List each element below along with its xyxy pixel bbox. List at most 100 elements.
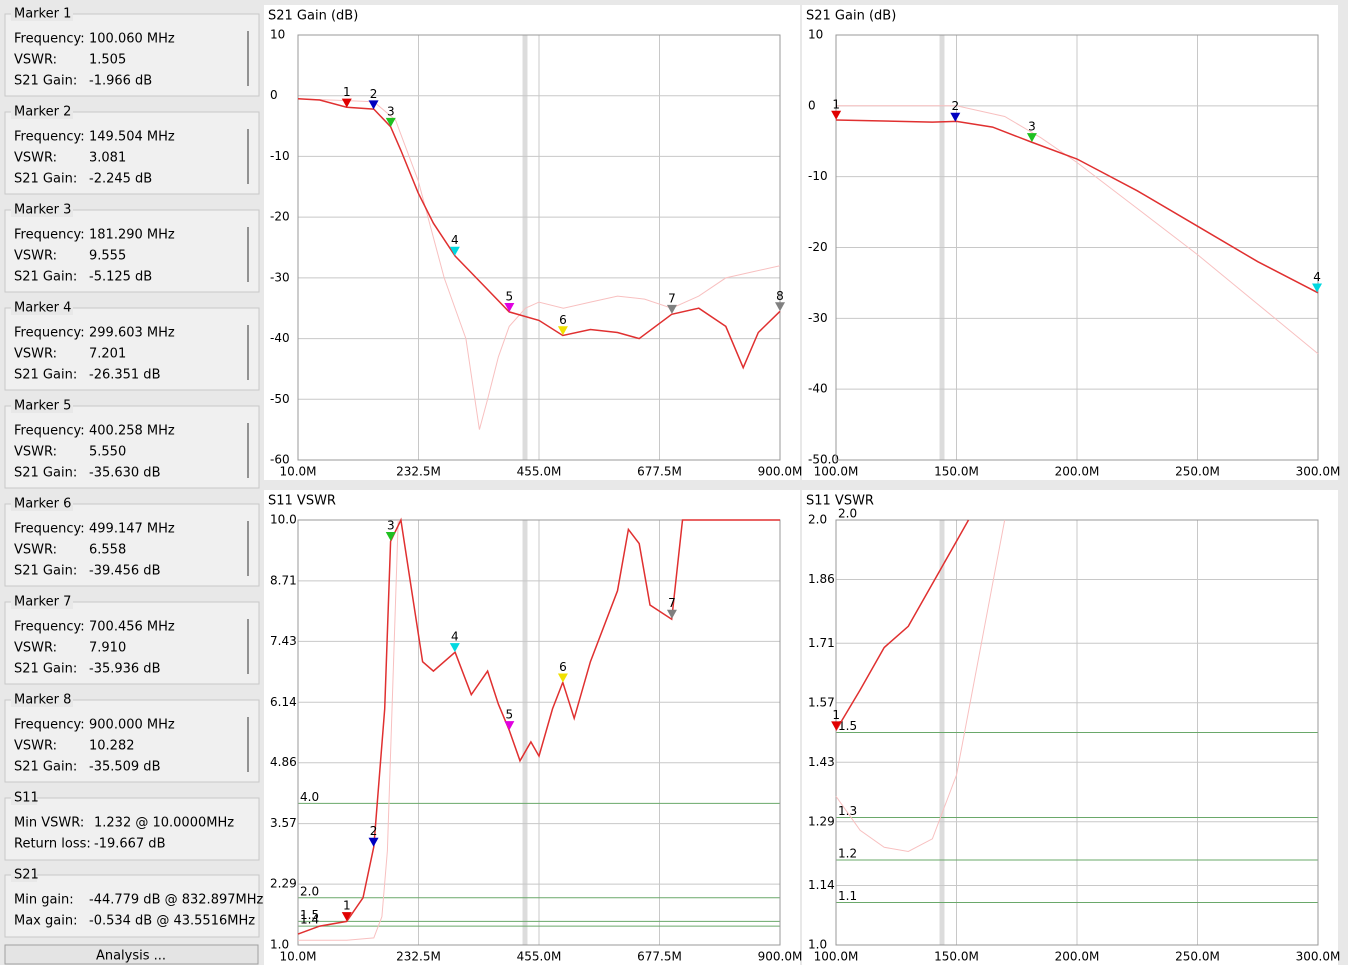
title-bg [11,497,73,511]
field-value: -35.509 dB [89,760,160,775]
x-tick-label: 455.0M [517,950,562,964]
marker-label: 1 [343,85,351,99]
y-tick-label: 2.29 [270,877,297,891]
marker-label: 2 [370,824,378,838]
chart-title: S11 VSWR [268,494,336,509]
marker-title: Marker 3 [14,203,71,218]
marker [385,117,396,127]
chart-title: S21 Gain (dB) [268,9,358,24]
marker-label: 7 [668,291,676,305]
field-value: -1.966 dB [89,74,152,89]
plot-frame [835,34,1319,461]
reference-label: 1.5 [838,719,857,733]
x-tick-label: 900.0M [758,950,803,964]
summary-s11 [4,797,260,861]
field-value: -2.245 dB [89,172,152,187]
field-value: 7.201 [89,347,126,362]
marker [368,837,379,847]
chart-title: S11 VSWR [806,494,874,509]
x-tick-label: 232.5M [396,465,441,479]
marker-label: 7 [668,596,676,610]
summary-value: -19.667 dB [94,837,165,852]
marker-title: Marker 2 [14,105,71,120]
plot-frame [835,519,1319,946]
field-value: 400.258 MHz [89,424,175,439]
marker-label: 3 [387,104,395,118]
marker [504,721,515,731]
marker [341,98,352,108]
trace [298,519,399,941]
marker-box [4,111,260,195]
field-label: VSWR: [14,543,57,558]
reference-label: 1.1 [838,889,857,903]
x-tick-label: 200.0M [1055,465,1100,479]
y-tick-label: 10 [808,28,823,42]
field-value: -26.351 dB [89,368,160,383]
field-value: 7.910 [89,641,126,656]
field-value: -35.630 dB [89,466,160,481]
field-value: 6.558 [89,543,126,558]
summary-label: Return loss: [14,837,91,852]
summary-value: -0.534 dB @ 43.5516MHz [89,914,255,929]
marker [666,304,677,314]
field-label: S21 Gain: [14,564,77,579]
analysis-button-label[interactable]: Analysis ... [96,949,166,964]
field-value: 900.000 MHz [89,718,175,733]
field-value: 5.550 [89,445,126,460]
summary-label: Min gain: [14,893,74,908]
title-bg [11,301,73,315]
reference-label: 1.4 [300,913,319,927]
marker [557,326,568,336]
chart-panel [264,5,800,480]
x-tick-label: 100.0M [814,465,859,479]
field-label: VSWR: [14,641,57,656]
field-label: Frequency: [14,228,85,243]
trace [835,519,970,731]
marker-box [4,209,260,293]
field-label: VSWR: [14,347,57,362]
field-value: -5.125 dB [89,270,152,285]
marker-title: Marker 6 [14,497,71,512]
field-label: S21 Gain: [14,270,77,285]
x-tick-label: 300.0M [1296,465,1341,479]
x-tick-label: 677.5M [637,950,682,964]
field-value: 181.290 MHz [89,228,175,243]
field-label: Frequency: [14,522,85,537]
title-bg [11,203,73,217]
trace [835,519,1006,853]
title-bg [11,595,73,609]
field-label: VSWR: [14,53,57,68]
marker-label: 6 [559,313,567,327]
y-tick-label: -20 [270,210,290,224]
y-tick-label: -10 [270,149,290,163]
y-tick-label: 3.57 [270,816,297,830]
title-bg [11,7,73,21]
plot-frame [297,34,781,461]
x-tick-label: 250.0M [1175,465,1220,479]
y-tick-label: 1.43 [808,755,835,769]
field-label: Frequency: [14,718,85,733]
marker-label: 5 [506,290,514,304]
marker-title: Marker 7 [14,595,71,610]
x-tick-label: 300.0M [1296,950,1341,964]
marker [504,303,515,313]
chart-title: S21 Gain (dB) [806,9,896,24]
reference-label: 4.0 [300,790,319,804]
y-tick-label: 0 [808,98,816,112]
marker [449,246,460,256]
x-tick-label: 250.0M [1175,950,1220,964]
marker [831,721,842,731]
title-bg [11,399,73,413]
marker-title: Marker 8 [14,693,71,708]
analysis-button[interactable] [4,944,259,965]
field-label: Frequency: [14,32,85,47]
field-value: 9.555 [89,249,126,264]
trace [297,98,781,430]
plot-frame [297,519,781,946]
y-tick-label: -30 [270,270,290,284]
summary-value: 1.232 @ 10.0000MHz [94,816,234,831]
marker-box [4,699,260,783]
marker-label: 4 [451,233,459,247]
